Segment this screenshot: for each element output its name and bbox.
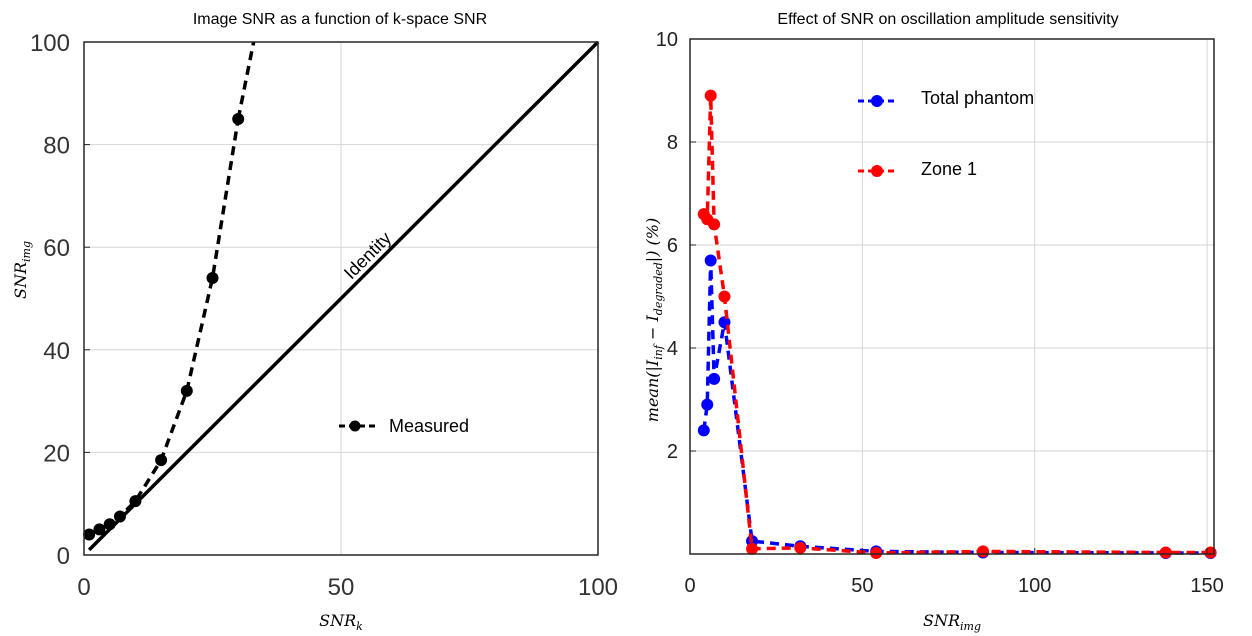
- left-y-tick-label: 60: [43, 235, 70, 262]
- measured-point: [206, 271, 219, 284]
- measured-point: [113, 510, 126, 523]
- zone1-point: [794, 541, 807, 554]
- measured-point: [83, 528, 96, 541]
- left-x-axis-label: SNRk: [319, 611, 363, 633]
- left-y-tick-label: 100: [30, 30, 70, 57]
- right-plot-frame: [689, 38, 1215, 555]
- left-legend: Measured: [339, 416, 469, 436]
- legend-zone1-label: Zone 1: [921, 159, 977, 179]
- left-y-tick-label: 40: [43, 338, 70, 365]
- right-chart: Effect of SNR on oscillation amplitude s…: [643, 11, 1224, 633]
- zone1-point: [1159, 546, 1172, 559]
- total-phantom-point: [697, 424, 710, 437]
- identity-line-label: Identity: [340, 228, 395, 283]
- measured-point: [103, 518, 116, 531]
- total-phantom-point: [701, 398, 714, 411]
- left-ticks: 0 50 100 0 20 40 60 80 100: [30, 30, 618, 601]
- right-x-tick-label: 50: [851, 575, 873, 597]
- left-y-tick-label: 0: [57, 543, 70, 570]
- measured-point: [129, 495, 142, 508]
- legend-total-marker: [871, 95, 883, 107]
- zone1-point: [704, 89, 717, 102]
- zone1-point: [708, 218, 721, 231]
- right-x-tick-label: 100: [1018, 575, 1051, 597]
- left-marks: [83, 40, 600, 552]
- right-y-tick-label: 2: [667, 441, 678, 463]
- right-x-tick-label: 0: [684, 575, 695, 597]
- left-y-axis-label: SNRimg: [11, 241, 33, 299]
- right-grid: [690, 39, 1214, 554]
- measured-point: [155, 454, 168, 467]
- measured-line: [88, 118, 240, 537]
- total-phantom-point: [708, 372, 721, 385]
- total-phantom-line: [702, 260, 1211, 555]
- identity-line: [87, 40, 600, 552]
- legend-total-label: Total phantom: [921, 88, 1034, 108]
- right-y-tick-label: 10: [656, 29, 678, 51]
- zone1-point: [746, 542, 759, 555]
- zone1-point: [718, 290, 731, 303]
- zone1-point: [870, 546, 883, 559]
- right-ticks: 0 50 100 150 2 4 6 8 10: [656, 29, 1224, 597]
- left-x-tick-label: 50: [328, 574, 355, 601]
- legend-zone1-marker: [871, 165, 883, 177]
- right-y-tick-label: 4: [667, 338, 678, 360]
- legend-measured-label: Measured: [389, 416, 469, 436]
- left-grid: [84, 42, 598, 555]
- left-y-tick-label: 80: [43, 133, 70, 160]
- left-chart-title: Image SNR as a function of k-space SNR: [193, 11, 487, 28]
- right-y-tick-label: 8: [667, 132, 678, 154]
- right-x-tick-label: 150: [1190, 575, 1223, 597]
- left-plot-frame: [83, 41, 599, 556]
- total-phantom-point: [704, 254, 717, 267]
- right-y-tick-label: 6: [667, 235, 678, 257]
- measured-point: [180, 384, 193, 397]
- right-x-axis-label: SNRimg: [923, 611, 981, 633]
- left-x-tick-label: 100: [578, 574, 618, 601]
- measured-extension-line: [236, 41, 256, 120]
- legend-measured-marker: [349, 420, 361, 432]
- right-y-axis-label: mean(|Iinf − Idegraded|) (%): [643, 218, 665, 422]
- measured-point: [232, 112, 245, 125]
- left-y-tick-label: 20: [43, 440, 70, 467]
- right-chart-title: Effect of SNR on oscillation amplitude s…: [777, 11, 1118, 28]
- right-legend: Total phantom Zone 1: [858, 88, 1034, 179]
- zone1-point: [1204, 546, 1217, 559]
- zone1-point: [977, 545, 990, 558]
- measured-point: [93, 523, 106, 536]
- left-chart: Image SNR as a function of k-space SNR 0…: [11, 11, 618, 633]
- left-x-tick-label: 0: [77, 574, 90, 601]
